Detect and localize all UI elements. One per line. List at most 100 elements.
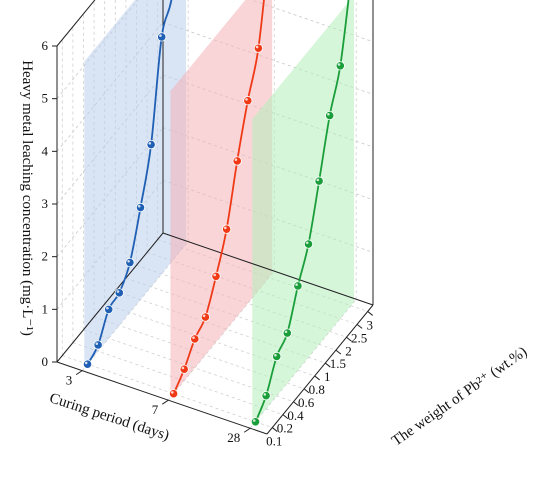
data-point-highlight [106,306,109,310]
data-point [82,359,93,369]
data-point-highlight [295,283,298,286]
data-point [250,417,261,427]
data-point-highlight [224,226,227,230]
x-tick-mark [303,388,310,394]
data-point [314,176,324,186]
z-tick-label: 2 [42,249,49,264]
series-plane-3 [84,0,187,369]
data-point [335,61,345,71]
x-tick-mark [356,323,363,329]
series-plane-28 [252,0,355,426]
y-tick-mark [75,370,83,376]
data-point [135,202,146,213]
x-tick-label: 0.1 [266,434,282,449]
x-tick-label: 1.5 [330,356,346,371]
data-point-highlight [171,391,174,394]
x-tick-mark [314,375,321,381]
data-point [222,224,232,234]
data-point-highlight [116,290,120,293]
gridline-floor-x [62,355,273,428]
data-point [200,312,210,322]
x-tick-label: 2 [345,343,352,358]
data-point [190,334,200,344]
data-point-highlight [255,45,259,49]
series-line [172,0,265,395]
x-tick-mark [282,414,289,420]
y-tick-mark [243,427,251,433]
data-point-highlight [284,330,288,334]
data-point [253,43,263,53]
data-point-highlight [305,241,309,245]
z-tick-label: 0 [42,354,49,369]
frame-edge [162,232,374,306]
data-point-highlight [337,63,341,66]
frame-edge [266,304,374,435]
data-point [282,328,292,338]
data-point-highlight [95,342,99,345]
x-tick-mark [293,401,299,407]
data-point [293,281,303,291]
data-point [179,364,189,374]
series-line [86,0,173,365]
series-7 [169,0,265,399]
data-point-highlight [159,34,162,37]
frame-edge [56,361,268,435]
series-layer [82,0,350,427]
frame-edge [56,0,96,47]
y-tick-label: 3 [66,373,73,388]
data-point [261,391,271,401]
data-point-highlight [252,419,256,422]
data-point-highlight [148,141,152,145]
data-point [243,96,253,106]
data-point [272,351,282,362]
y-tick-mark [162,399,169,405]
x-axis-title: The weight of Pb²⁺ (wt.%) [389,344,530,450]
data-point [93,340,103,350]
data-point [157,32,167,42]
data-point [169,389,179,399]
gridline-floor-x [104,303,315,377]
data-point-highlight [316,178,320,182]
x-tick-mark [335,349,342,355]
x-tick-mark [346,336,352,342]
z-tick-label: 1 [42,301,49,316]
data-point-highlight [263,393,267,396]
z-tick-label: 5 [42,91,49,106]
series-line [254,0,350,423]
series-3 [82,0,173,369]
x-tick-label: 0.4 [287,408,304,423]
series-28 [250,0,350,427]
z-tick-label: 4 [42,143,49,158]
plane-layer [84,0,355,426]
z-tick-label: 3 [42,196,49,211]
data-point-highlight [213,273,216,277]
x-tick-label: 0.6 [298,395,315,410]
data-point-highlight [234,158,238,161]
data-point [232,156,242,166]
y-axis-title: Curing period (days) [47,390,171,444]
data-point-highlight [84,361,88,365]
z-axis-title: Heavy metal leaching concentration (mg·L… [19,60,35,336]
x-tick-label: 0.2 [277,421,293,436]
data-point [114,288,124,298]
data-point [146,139,156,150]
data-point [104,304,114,315]
data-point-highlight [327,112,330,116]
data-point [303,239,314,249]
y-tick-label: 28 [227,430,240,445]
x-tick-mark [271,427,278,432]
frame-edge [56,232,164,363]
x-tick-mark [367,311,374,316]
y-tick-label: 7 [152,402,159,417]
x-tick-label: 3 [366,317,373,332]
x-tick-label: 0.8 [309,382,325,397]
z-tick-label: 6 [42,38,49,53]
data-point-highlight [274,353,277,357]
x-tick-label: 2.5 [351,330,367,345]
data-point-highlight [137,204,141,208]
data-point [325,110,335,121]
data-point-highlight [127,259,130,263]
x-tick-mark [324,362,331,368]
